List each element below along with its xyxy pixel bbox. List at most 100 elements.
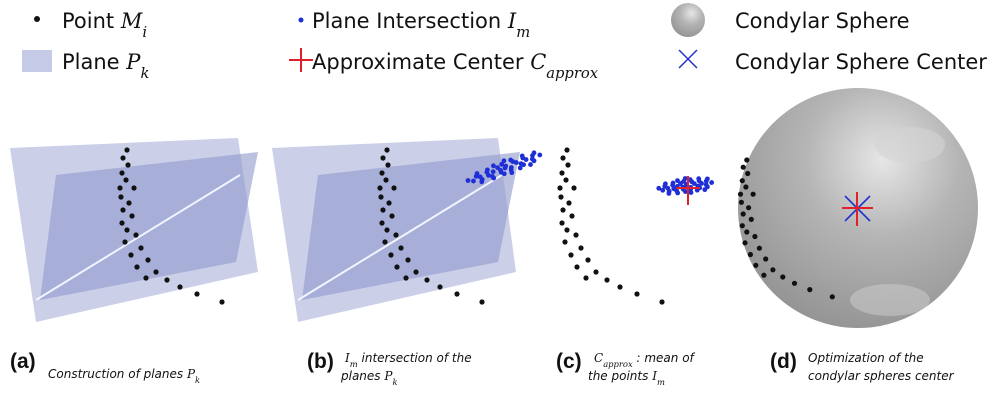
caption-line: condylar spheres center [808,369,955,383]
point [569,213,574,218]
point [124,227,129,232]
point [761,273,766,278]
point [751,192,756,197]
panel-tag: (b) [307,350,334,373]
point [659,299,664,304]
point [563,177,568,182]
point [389,213,394,218]
point [379,220,384,225]
point [807,287,812,292]
caption-line: Capprox : mean of [594,351,696,369]
space [501,9,508,33]
point [126,200,131,205]
sphere-highlight [850,284,930,316]
intersection-point [466,178,471,183]
point [391,185,396,190]
legend-label: Plane Intersection Im [312,9,530,41]
point [454,291,459,296]
point [403,275,408,280]
point [757,246,762,251]
point [571,185,576,190]
point [753,263,758,268]
legend-text: Condylar Sphere [735,9,910,33]
intersection-point [532,150,537,155]
intersection-point [471,179,476,184]
intersection-point [675,191,680,196]
intersection-point [502,171,507,176]
point [585,257,590,262]
intersection-point [532,158,537,163]
figure: Point MiPlane PkPlane Intersection ImApp… [0,0,997,402]
point [593,269,598,274]
intersection-point [689,190,694,195]
point [780,274,785,279]
legend-text: Point [62,9,114,33]
point [120,155,125,160]
intersection-point [520,154,525,159]
legend-text: Approximate Center [312,50,524,74]
legend-text: Plane [62,50,120,74]
point [560,155,565,160]
point [164,277,169,282]
planes-b [272,138,520,322]
math-subscript: approx [546,65,598,82]
legend-label: Plane Pk [62,50,149,82]
intersection-point [491,163,496,168]
point [749,217,754,222]
point [394,264,399,269]
point [744,229,749,234]
point [119,220,124,225]
caption-line: Im intersection of the [344,351,472,369]
math-symbol: P [125,50,141,74]
point [558,194,563,199]
space [120,50,127,74]
point [742,240,747,245]
point [177,284,182,289]
text-part: : mean of [633,351,696,365]
panel-tag: (a) [10,350,36,373]
point [738,192,743,197]
panel-tag: (d) [770,350,797,373]
math-subscript: k [392,377,397,387]
intersection-point [675,178,680,183]
intersection-point [475,171,480,176]
text-part: the points [588,369,652,383]
point [562,239,567,244]
intersection-point [705,176,710,181]
point [134,264,139,269]
point [763,256,768,261]
point [424,277,429,282]
point [604,277,609,282]
space [524,50,531,74]
math-subscript: m [516,24,530,41]
caption-line: planes Pk [340,369,398,387]
point [117,185,122,190]
point [573,232,578,237]
point [378,194,383,199]
text-part: Construction of planes [48,367,187,381]
legend-text: Plane Intersection [312,9,501,33]
point [380,155,385,160]
point [383,177,388,182]
caption-line: Construction of planes Pk [48,367,200,385]
point [740,223,745,228]
intersection-point [666,191,671,196]
legend-label: Approximate Center Capprox [312,50,599,82]
point [770,267,775,272]
point [138,245,143,250]
point [564,227,569,232]
intersection-point [491,176,496,181]
point [748,252,753,257]
point [122,239,127,244]
point [479,299,484,304]
point [143,275,148,280]
legend-text: Condylar Sphere Center [735,50,987,74]
intersection-point [683,176,688,181]
point [741,165,746,170]
math-subscript: i [142,24,147,41]
point [745,171,750,176]
intersection-point [491,169,496,174]
intersection-point [479,179,484,184]
point [617,284,622,289]
point [583,275,588,280]
